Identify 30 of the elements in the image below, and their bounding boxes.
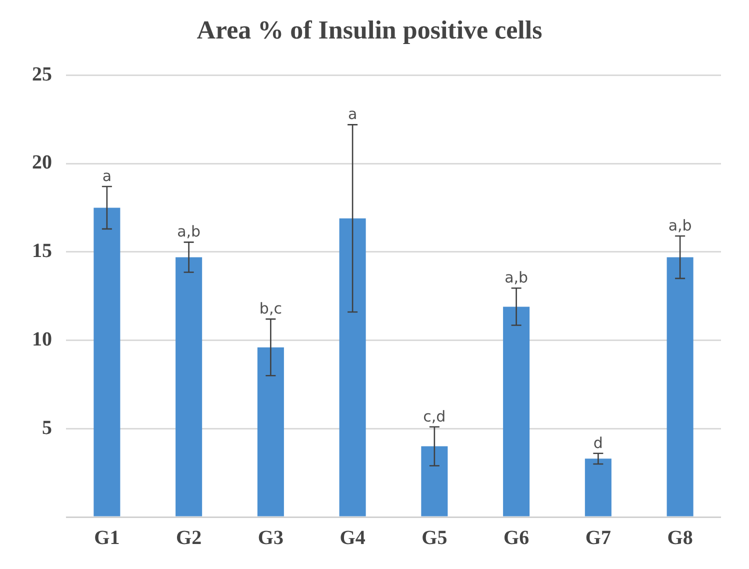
y-tick-label: 10 <box>32 328 52 350</box>
annotation: a,b <box>504 268 528 287</box>
bar <box>257 347 284 516</box>
x-tick-label: G1 <box>94 527 120 550</box>
y-tick-label: 5 <box>42 416 52 439</box>
bar <box>94 208 120 516</box>
bar <box>339 218 366 516</box>
x-tick-label: G5 <box>422 527 448 550</box>
bar <box>421 446 448 516</box>
x-tick-label: G2 <box>176 527 202 550</box>
x-tick-label: G4 <box>340 527 366 550</box>
y-tick-label: 25 <box>32 63 52 86</box>
annotation: a <box>102 166 112 185</box>
annotation: b,c <box>259 299 282 318</box>
x-tick-label: G6 <box>504 527 530 550</box>
bar <box>503 306 530 516</box>
annotation: d <box>593 434 603 452</box>
x-tick-label: G8 <box>667 527 693 550</box>
y-tick-label: 15 <box>32 240 52 262</box>
annotation: c,d <box>423 407 446 426</box>
x-tick-label: G3 <box>258 527 284 550</box>
bar <box>666 257 694 516</box>
x-tick-label: G7 <box>585 527 611 550</box>
bar <box>584 458 612 516</box>
annotation: a,b <box>668 216 692 234</box>
annotation: a <box>348 105 358 124</box>
y-tick-label: 20 <box>32 152 52 174</box>
annotation: a,b <box>177 222 201 241</box>
bar <box>176 257 202 516</box>
chart-title: Area % of Insulin positive cells <box>196 15 542 44</box>
